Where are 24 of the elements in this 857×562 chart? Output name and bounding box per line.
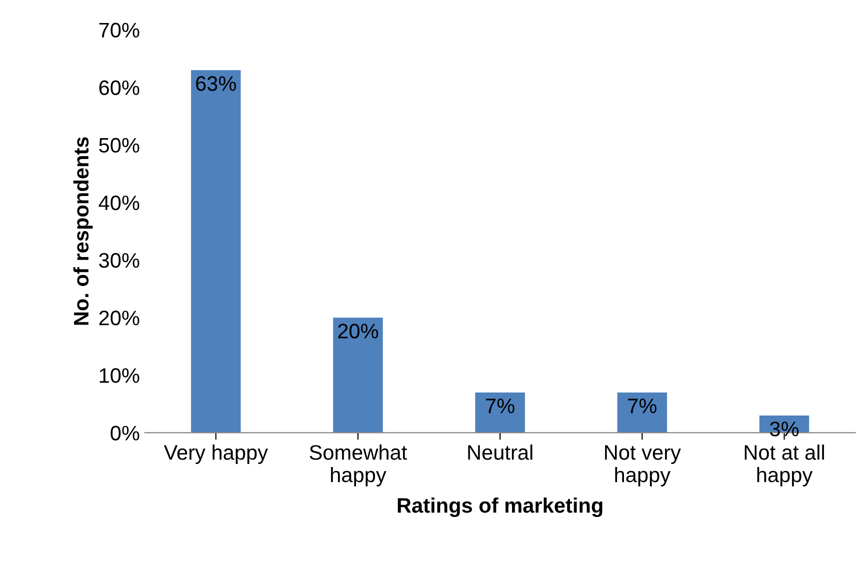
x-tick-label: Not at all happy [744, 444, 824, 486]
data-label: 20% [338, 324, 378, 338]
data-label: 7% [628, 398, 656, 414]
data-label: 63% [196, 76, 236, 91]
y-tick-label: 30% [99, 253, 140, 268]
x-tick-label: Not very happy [605, 445, 681, 486]
x-tick-label: Very happy [164, 444, 268, 464]
y-tick-label: 50% [99, 138, 140, 153]
bar [333, 318, 383, 433]
y-tick-label: 10% [100, 368, 140, 383]
bar [191, 70, 241, 433]
x-tick-label: Neutral [468, 444, 532, 460]
y-tick-label: 40% [98, 195, 140, 210]
y-axis-title: No. of respondents [73, 137, 93, 325]
data-label: 7% [486, 398, 514, 414]
x-tick-label: Somewhat happy [310, 444, 408, 486]
y-tick-label: 20% [99, 310, 140, 326]
bar [617, 392, 668, 433]
y-tick-label: 60% [99, 80, 140, 96]
x-axis-title: Ratings of marketing [398, 498, 602, 518]
y-tick-label: 70% [99, 22, 140, 38]
y-tick-label: 0% [110, 426, 140, 440]
bar [475, 392, 525, 433]
data-label: 3% [770, 422, 799, 436]
